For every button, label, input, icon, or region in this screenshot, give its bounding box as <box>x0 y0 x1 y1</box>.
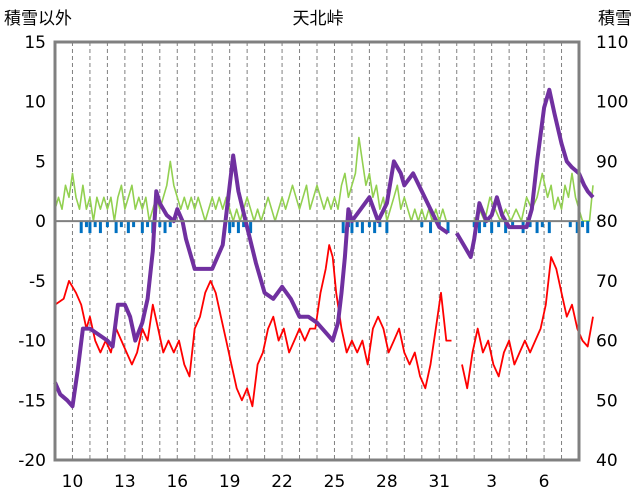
precip-bar <box>429 221 433 234</box>
precip-bar <box>236 221 240 234</box>
precip-bar <box>483 221 487 228</box>
right-axis-label: 積雪 <box>598 9 632 29</box>
precip-bar <box>446 221 450 234</box>
precip-bar <box>146 221 150 228</box>
precip-bar <box>504 221 508 234</box>
precip-bar <box>511 221 515 228</box>
right-y-tick-label: 70 <box>596 272 618 292</box>
grid-lines <box>71 42 563 460</box>
precip-bar <box>497 221 501 228</box>
precip-bar <box>158 221 162 228</box>
precip-bar <box>242 221 246 228</box>
precip-bar <box>98 221 102 234</box>
precip-bar <box>373 221 377 234</box>
left-y-tick-label: 5 <box>35 152 46 172</box>
precip-bar <box>79 221 83 234</box>
left-y-tick-label: 0 <box>35 212 46 232</box>
precip-bar <box>168 221 172 228</box>
left-y-tick-label: -5 <box>29 272 46 292</box>
series-line <box>53 153 450 409</box>
precip-bar <box>140 221 144 234</box>
x-tick-label: 19 <box>219 472 241 492</box>
precip-bar <box>378 221 382 228</box>
precip-bar <box>385 221 389 234</box>
precip-bar <box>575 221 579 234</box>
precip-bar <box>528 221 532 228</box>
precip-bar <box>477 221 481 234</box>
precip-bar <box>105 221 109 228</box>
left-y-tick-label: -10 <box>18 332 46 352</box>
precip-bar <box>119 221 123 228</box>
precip-bar <box>547 221 551 234</box>
series-layer <box>53 87 595 409</box>
precip-bar <box>490 221 494 234</box>
series-line <box>54 244 452 408</box>
precip-bar <box>163 221 167 234</box>
precip-bar <box>350 221 354 234</box>
right-y-tick-label: 60 <box>596 332 618 352</box>
right-y-tick-label: 40 <box>596 451 618 471</box>
precip-bar <box>540 221 544 228</box>
precip-bar <box>568 221 572 228</box>
precip-bar <box>231 221 235 228</box>
left-axis-label: 積雪以外 <box>4 9 72 29</box>
series-line <box>54 136 594 222</box>
x-tick-label: 31 <box>428 472 450 492</box>
x-tick-label: 22 <box>271 472 293 492</box>
precip-bar <box>586 221 590 234</box>
left-y-tick-label: 15 <box>24 33 46 53</box>
precip-bar <box>228 221 232 234</box>
x-tick-label: 6 <box>539 472 550 492</box>
left-y-tick-label: 10 <box>24 93 46 113</box>
x-tick-label: 28 <box>376 472 398 492</box>
right-y-tick-label: 50 <box>596 391 618 411</box>
precip-bar <box>355 221 359 228</box>
series-line <box>461 256 594 390</box>
plot-frame <box>53 40 581 462</box>
left-y-tick-label: -20 <box>18 451 46 471</box>
precip-bar <box>88 221 92 234</box>
x-tick-label: 3 <box>486 472 497 492</box>
x-tick-label: 13 <box>114 472 136 492</box>
right-y-tick-label: 90 <box>596 152 618 172</box>
precip-bar <box>367 221 371 228</box>
precip-bar <box>420 221 424 228</box>
x-tick-label: 10 <box>62 472 84 492</box>
precip-bar <box>249 221 253 234</box>
precip-bar <box>93 221 97 228</box>
right-y-tick-label: 100 <box>596 93 628 113</box>
precip-bar <box>114 221 118 234</box>
precip-bar <box>360 221 364 234</box>
precip-bar <box>84 221 88 228</box>
precip-bar <box>580 221 584 228</box>
precip-bar <box>126 221 130 234</box>
right-y-tick-label: 110 <box>596 33 628 53</box>
precip-bar <box>472 221 476 228</box>
right-y-tick-label: 80 <box>596 212 618 232</box>
precip-bar <box>132 221 136 228</box>
series-line <box>454 87 595 259</box>
x-tick-label: 16 <box>166 472 188 492</box>
x-tick-label: 25 <box>324 472 346 492</box>
precip-bar <box>535 221 539 234</box>
left-y-tick-label: -15 <box>18 391 46 411</box>
precip-bar <box>341 221 345 234</box>
chart-title: 天北峠 <box>293 9 344 29</box>
